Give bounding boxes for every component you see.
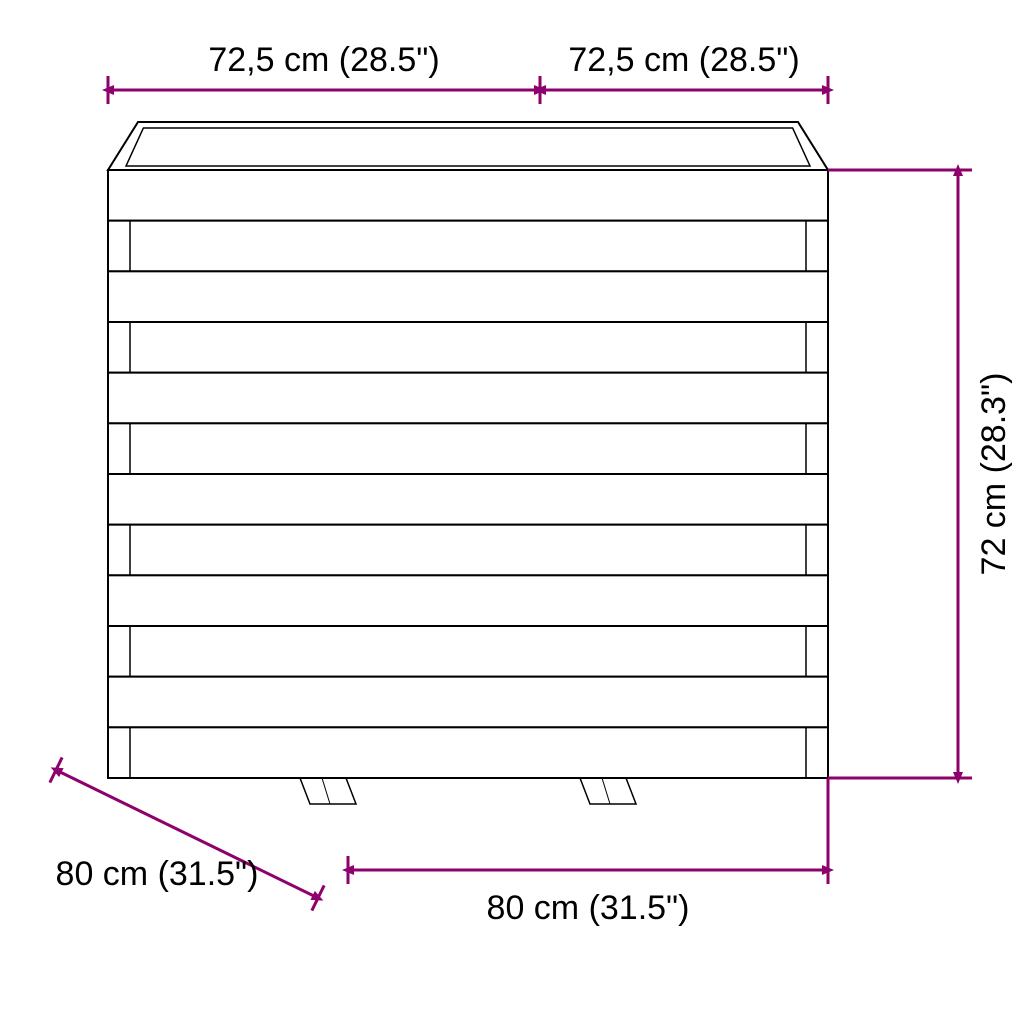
planter-feet xyxy=(300,778,636,804)
dim-label-top-left: 72,5 cm (28.5") xyxy=(208,41,439,79)
planter-front xyxy=(108,170,828,778)
planter-opening xyxy=(108,122,828,170)
dim-label-bottom-right: 80 cm (31.5") xyxy=(487,889,690,927)
dim-label-bottom-left: 80 cm (31.5") xyxy=(56,855,259,893)
dimension-diagram: 72,5 cm (28.5") 72,5 cm (28.5") 72 cm (28.… xyxy=(0,0,1024,1024)
dim-label-top-right: 72,5 cm (28.5") xyxy=(568,41,799,79)
dim-label-height: 72 cm (28.3") xyxy=(975,373,1013,576)
